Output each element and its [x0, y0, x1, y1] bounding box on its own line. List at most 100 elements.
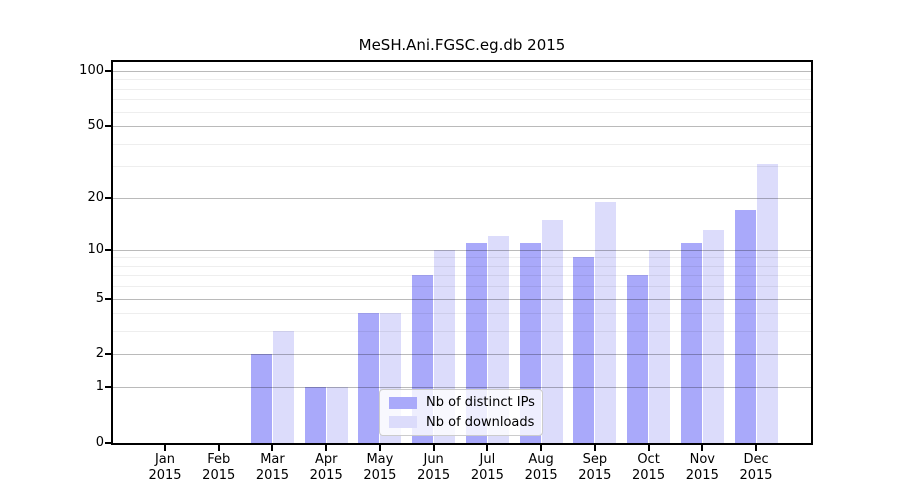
- x-axis-tick: [325, 445, 328, 451]
- x-axis-tick: [217, 445, 220, 451]
- x-axis-tick-label: Jan 2015: [138, 452, 192, 484]
- minor-gridline: [113, 166, 811, 167]
- bar-dec-downloads: [756, 163, 778, 443]
- minor-gridline: [113, 89, 811, 90]
- x-tick-month: Feb: [207, 452, 231, 467]
- x-axis-tick-label: Mar 2015: [245, 452, 299, 484]
- minor-gridline: [113, 112, 811, 113]
- x-axis-tick-label: Jul 2015: [460, 452, 514, 484]
- x-tick-year: 2015: [309, 468, 343, 483]
- x-tick-year: 2015: [148, 468, 182, 483]
- minor-gridline: [113, 286, 811, 287]
- x-tick-year: 2015: [632, 468, 666, 483]
- legend-label-downloads: Nb of downloads: [426, 414, 535, 430]
- x-axis-tick: [271, 445, 274, 451]
- major-gridline: [113, 198, 811, 199]
- minor-gridline: [113, 331, 811, 332]
- y-axis-tick-label: 1: [95, 379, 104, 395]
- x-axis-tick-label: May 2015: [353, 452, 407, 484]
- x-axis-tick-label: Sep 2015: [568, 452, 622, 484]
- legend: Nb of distinct IPs Nb of downloads: [379, 389, 543, 436]
- major-gridline: [113, 71, 811, 72]
- bar-nov-downloads: [702, 230, 724, 443]
- minor-gridline: [113, 266, 811, 267]
- legend-label-distinct-ips: Nb of distinct IPs: [426, 395, 535, 411]
- x-tick-month: Jan: [154, 452, 176, 467]
- y-axis-tick: [105, 248, 113, 251]
- minor-gridline: [113, 99, 811, 100]
- legend-item-downloads: Nb of downloads: [389, 415, 542, 430]
- x-axis-tick-label: Feb 2015: [192, 452, 246, 484]
- bar-sep-distinct-ips: [573, 257, 595, 443]
- x-tick-year: 2015: [578, 468, 612, 483]
- chart-title: MeSH.Ani.FGSC.eg.db 2015: [358, 36, 566, 54]
- legend-swatch-distinct-ips-icon: [389, 396, 417, 409]
- x-tick-month: Apr: [314, 452, 338, 467]
- y-axis-tick-label: 5: [95, 290, 104, 306]
- bar-oct-downloads: [649, 249, 671, 443]
- bar-oct-distinct-ips: [627, 275, 649, 443]
- x-tick-year: 2015: [739, 468, 773, 483]
- legend-swatch-downloads-icon: [389, 416, 417, 429]
- bar-nov-distinct-ips: [680, 242, 702, 443]
- major-gridline: [113, 354, 811, 355]
- x-axis-tick: [432, 445, 435, 451]
- x-axis-tick: [701, 445, 704, 451]
- y-axis-tick: [105, 386, 113, 389]
- minor-gridline: [113, 257, 811, 258]
- minor-gridline: [113, 313, 811, 314]
- y-axis-tick: [105, 353, 113, 356]
- bar-aug-downloads: [541, 219, 563, 443]
- bar-apr-downloads: [326, 387, 348, 443]
- x-axis-tick: [540, 445, 543, 451]
- x-tick-month: Dec: [743, 452, 769, 467]
- x-axis-tick: [486, 445, 489, 451]
- x-tick-month: Sep: [582, 452, 608, 467]
- legend-item-distinct-ips: Nb of distinct IPs: [389, 395, 542, 410]
- y-axis-tick: [105, 297, 113, 300]
- x-tick-month: Jul: [479, 452, 496, 467]
- x-axis-tick-label: Dec 2015: [729, 452, 783, 484]
- bar-mar-downloads: [272, 331, 294, 443]
- y-axis-tick-label: 20: [87, 189, 104, 205]
- x-tick-year: 2015: [202, 468, 236, 483]
- x-tick-month: Nov: [689, 452, 715, 467]
- x-axis-tick: [164, 445, 166, 451]
- x-axis-tick: [755, 445, 758, 451]
- y-axis-tick-label: 100: [79, 63, 104, 78]
- y-axis-tick-label: 10: [87, 241, 104, 257]
- x-axis-tick: [378, 445, 381, 451]
- major-gridline: [113, 126, 811, 127]
- major-gridline: [113, 250, 811, 251]
- bar-mar-distinct-ips: [250, 354, 272, 443]
- plot-area: [111, 60, 813, 445]
- major-gridline: [113, 299, 811, 300]
- bar-apr-distinct-ips: [304, 387, 326, 443]
- x-tick-month: May: [366, 452, 394, 467]
- x-tick-month: Mar: [260, 452, 285, 467]
- y-axis-tick: [105, 70, 113, 72]
- y-axis-tick: [105, 196, 113, 199]
- x-axis-tick-label: Nov 2015: [675, 452, 729, 484]
- minor-gridline: [113, 79, 811, 80]
- x-tick-year: 2015: [363, 468, 397, 483]
- x-tick-year: 2015: [417, 468, 451, 483]
- y-axis-tick: [105, 442, 113, 444]
- x-axis-tick-label: Aug 2015: [514, 452, 568, 484]
- plot-wrapper: Nb of distinct IPs Nb of downloads 0 1 2 5 1…: [79, 60, 871, 490]
- y-axis-tick-label: 0: [95, 435, 104, 450]
- bar-sep-downloads: [595, 201, 617, 443]
- x-axis-tick-label: Apr 2015: [299, 452, 353, 484]
- bar-may-distinct-ips: [358, 313, 380, 443]
- y-axis-tick: [105, 125, 113, 128]
- x-axis-tick-label: Oct 2015: [622, 452, 676, 484]
- x-tick-month: Jun: [423, 452, 444, 467]
- y-axis-tick-label: 2: [95, 346, 104, 362]
- x-tick-year: 2015: [685, 468, 719, 483]
- x-axis-tick: [593, 445, 596, 451]
- x-tick-year: 2015: [470, 468, 504, 483]
- x-axis-tick-label: Jun 2015: [407, 452, 461, 484]
- x-tick-year: 2015: [524, 468, 558, 483]
- x-tick-month: Oct: [637, 452, 660, 467]
